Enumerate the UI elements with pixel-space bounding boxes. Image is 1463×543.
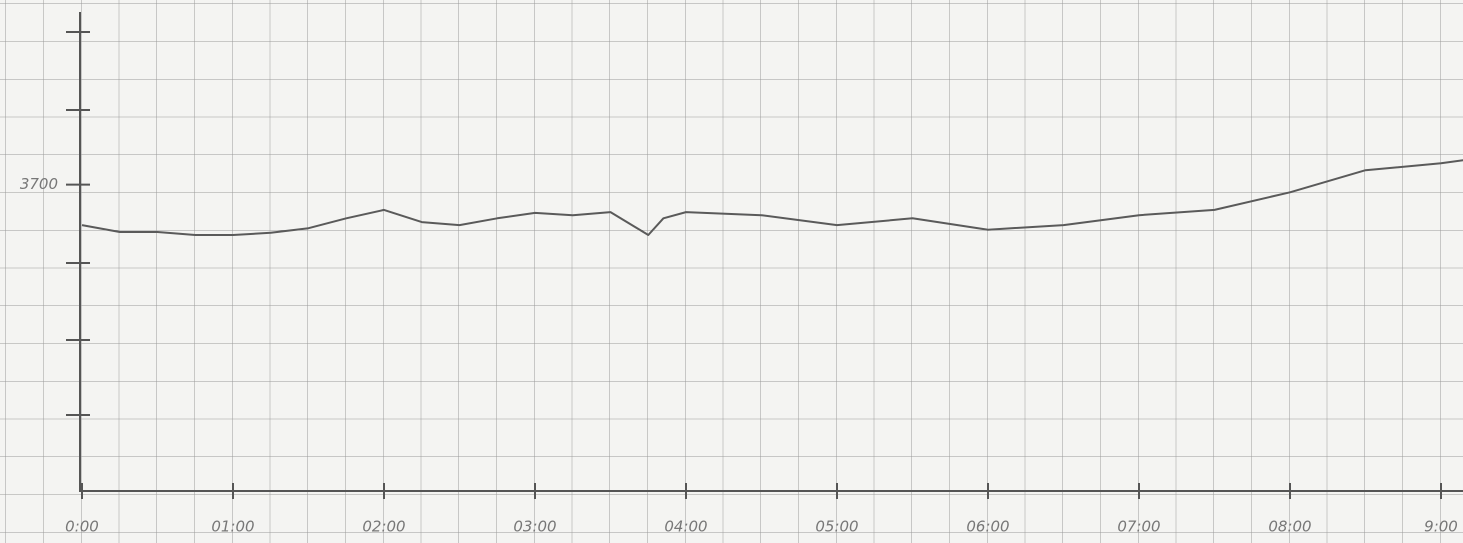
x-tick-label: 05:00 — [815, 518, 858, 536]
x-tick-label: 9:00 — [1424, 518, 1458, 536]
x-tick-label: 0:00 — [65, 518, 99, 536]
data-line — [81, 159, 1463, 236]
x-tick-label: 01:00 — [211, 518, 254, 536]
x-tick-label: 02:00 — [362, 518, 405, 536]
x-tick-label: 08:00 — [1268, 518, 1311, 536]
x-tick-label: 07:00 — [1117, 518, 1160, 536]
y-tick-label: 3700 — [20, 175, 58, 193]
x-tick-label: 03:00 — [513, 518, 556, 536]
axes — [66, 12, 1463, 492]
x-tick-label: 06:00 — [966, 518, 1009, 536]
x-tick-label: 04:00 — [664, 518, 707, 536]
